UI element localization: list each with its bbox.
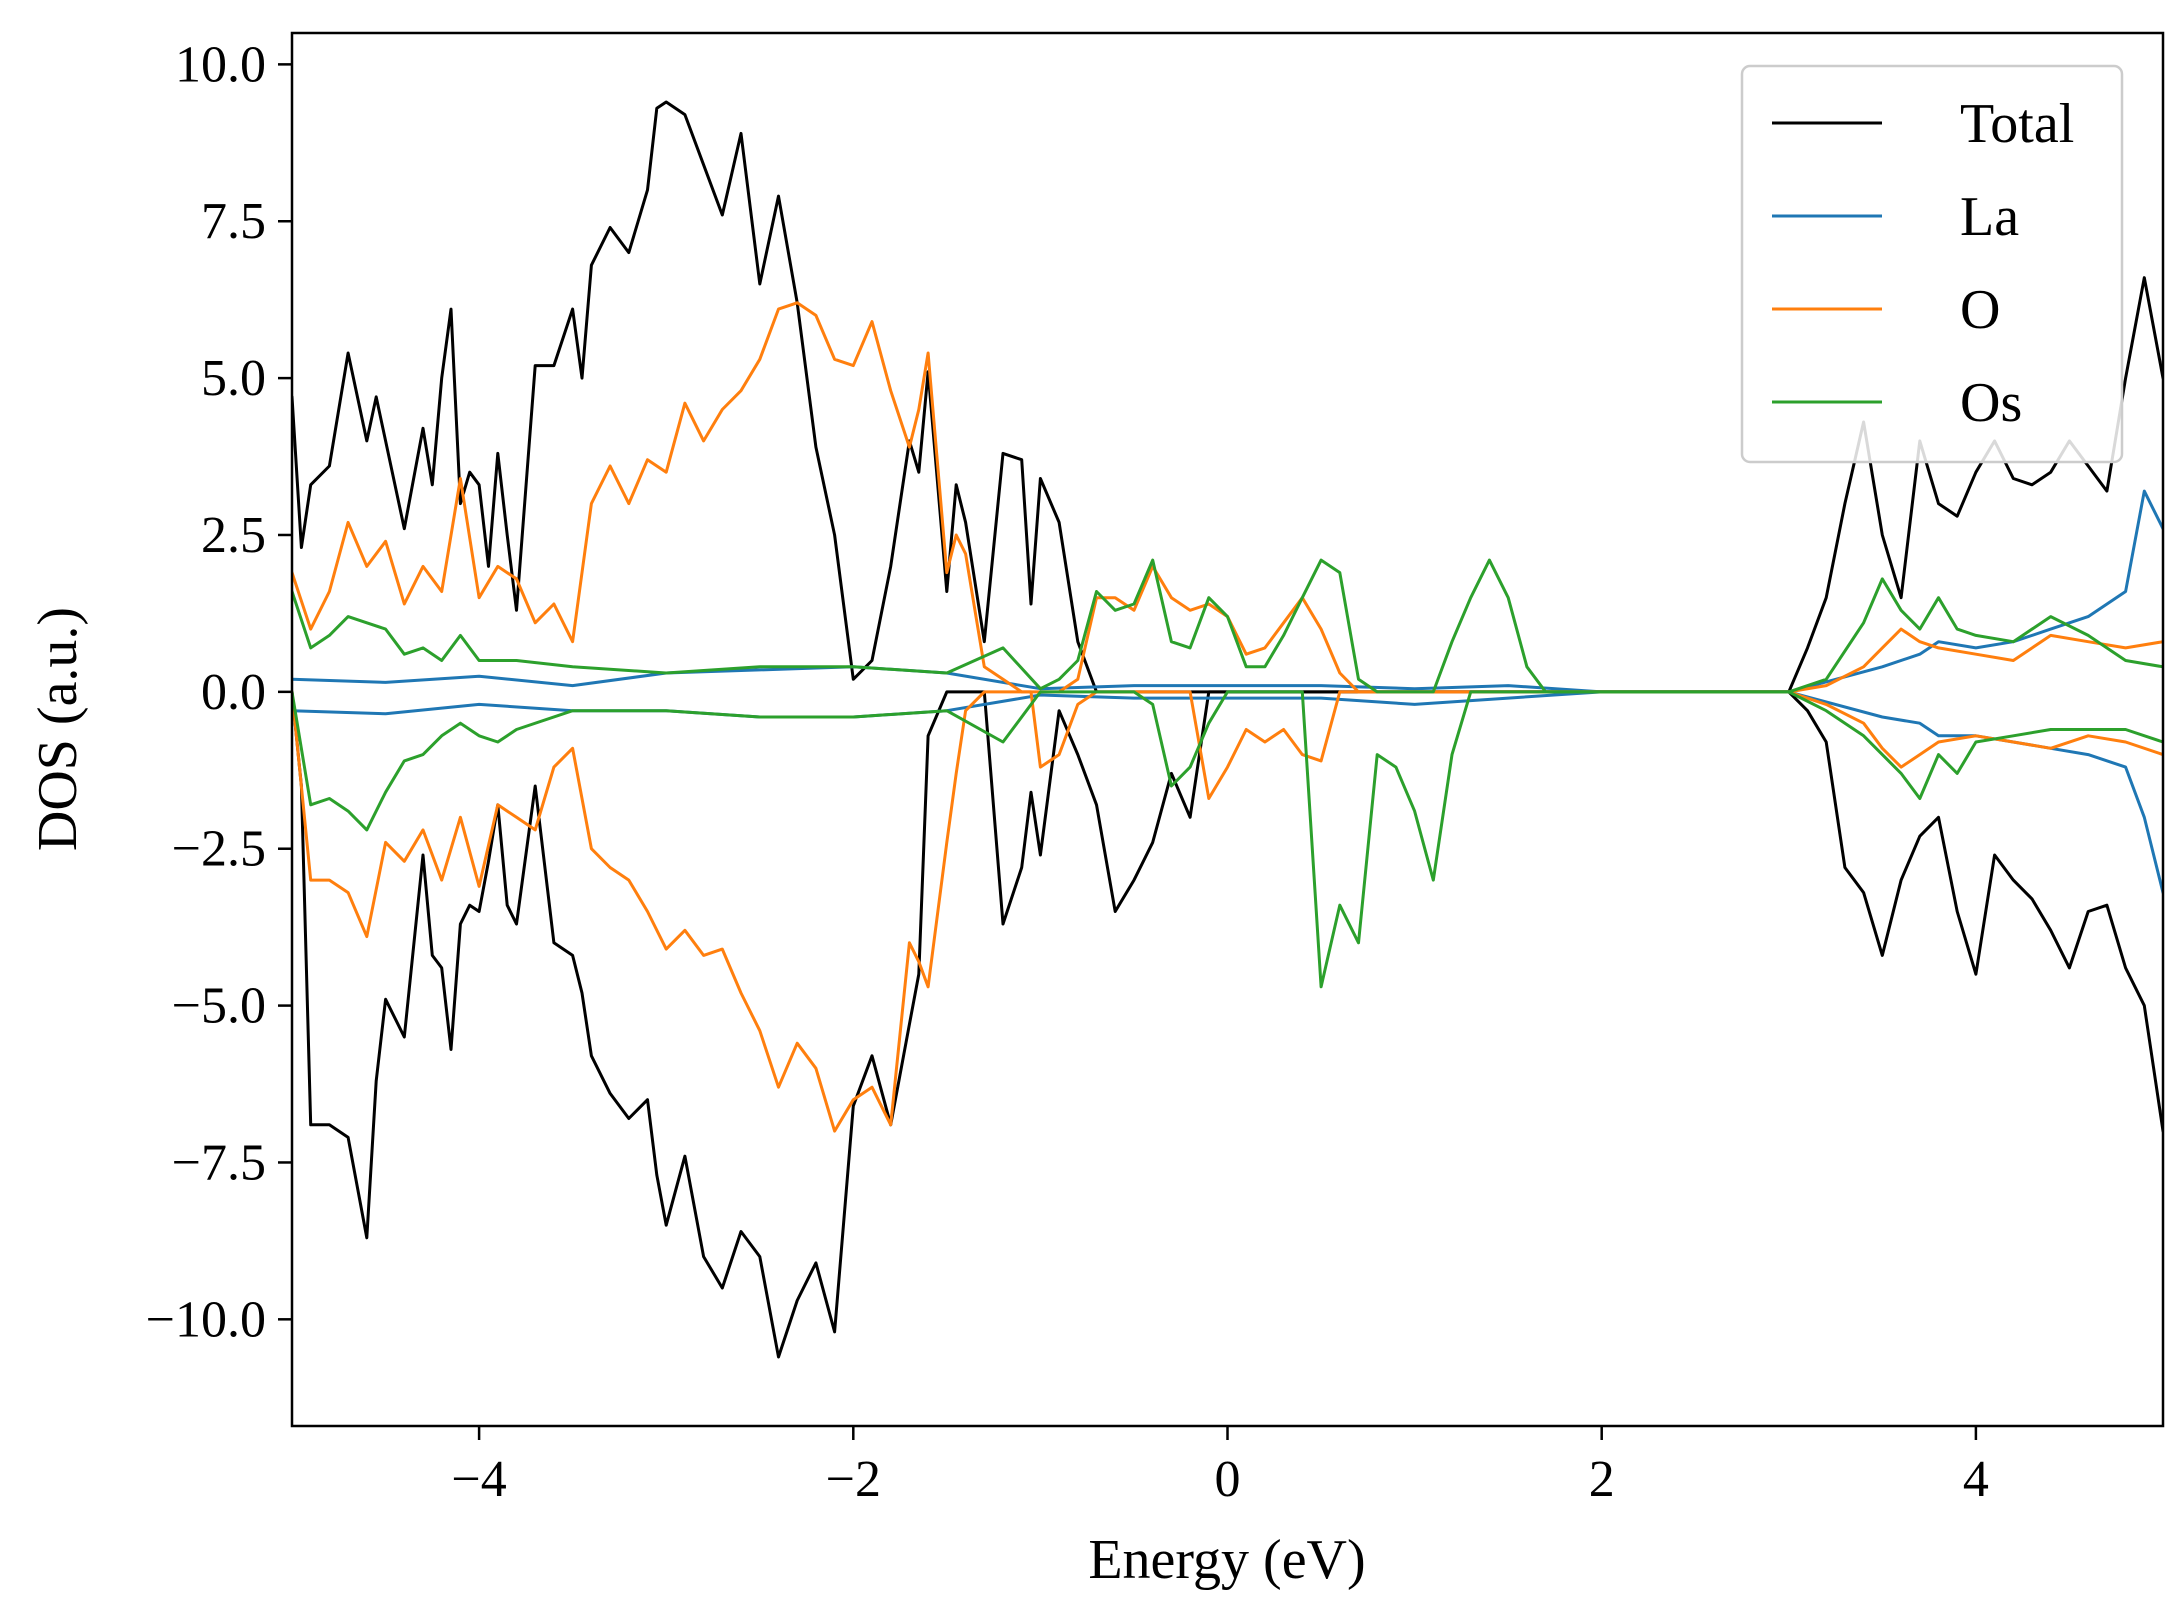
legend: Total La O Os bbox=[1740, 64, 2124, 464]
x-tick-label: −2 bbox=[826, 1451, 881, 1508]
series-layer bbox=[292, 100, 2163, 1359]
series-line-total-spin-down bbox=[292, 690, 2163, 1359]
x-axis: −4 −2 0 2 4 bbox=[451, 1426, 1989, 1508]
y-tick-label: 10.0 bbox=[175, 36, 266, 93]
y-tick-label: 5.0 bbox=[201, 350, 266, 407]
y-axis: 10.0 7.5 5.0 2.5 0.0 −2.5 −5.0 −7.5 −10.0 bbox=[146, 36, 292, 1348]
legend-label-os: Os bbox=[1960, 372, 2022, 434]
series-line-os-spin-down bbox=[292, 690, 2163, 989]
legend-label-la: La bbox=[1960, 186, 2019, 248]
y-tick-label: 0.0 bbox=[201, 664, 266, 721]
y-tick-label: 2.5 bbox=[201, 507, 266, 564]
x-tick-label: 0 bbox=[1215, 1451, 1241, 1508]
y-tick-label: −7.5 bbox=[172, 1134, 266, 1191]
series-line-total-spin-up bbox=[292, 100, 2163, 694]
legend-label-total: Total bbox=[1960, 93, 2074, 155]
x-axis-label: Energy (eV) bbox=[1088, 1529, 1365, 1591]
y-tick-label: 7.5 bbox=[201, 193, 266, 250]
x-tick-label: 2 bbox=[1589, 1451, 1615, 1508]
x-tick-label: 4 bbox=[1963, 1451, 1989, 1508]
legend-label-o: O bbox=[1960, 279, 2000, 341]
x-tick-label: −4 bbox=[451, 1451, 506, 1508]
legend-box bbox=[1740, 64, 2124, 464]
series-line-os-spin-up bbox=[292, 558, 2163, 694]
y-axis-label: DOS (a.u.) bbox=[27, 607, 89, 851]
y-tick-label: −2.5 bbox=[172, 821, 266, 878]
y-tick-label: −10.0 bbox=[146, 1291, 266, 1348]
y-tick-label: −5.0 bbox=[172, 978, 266, 1035]
